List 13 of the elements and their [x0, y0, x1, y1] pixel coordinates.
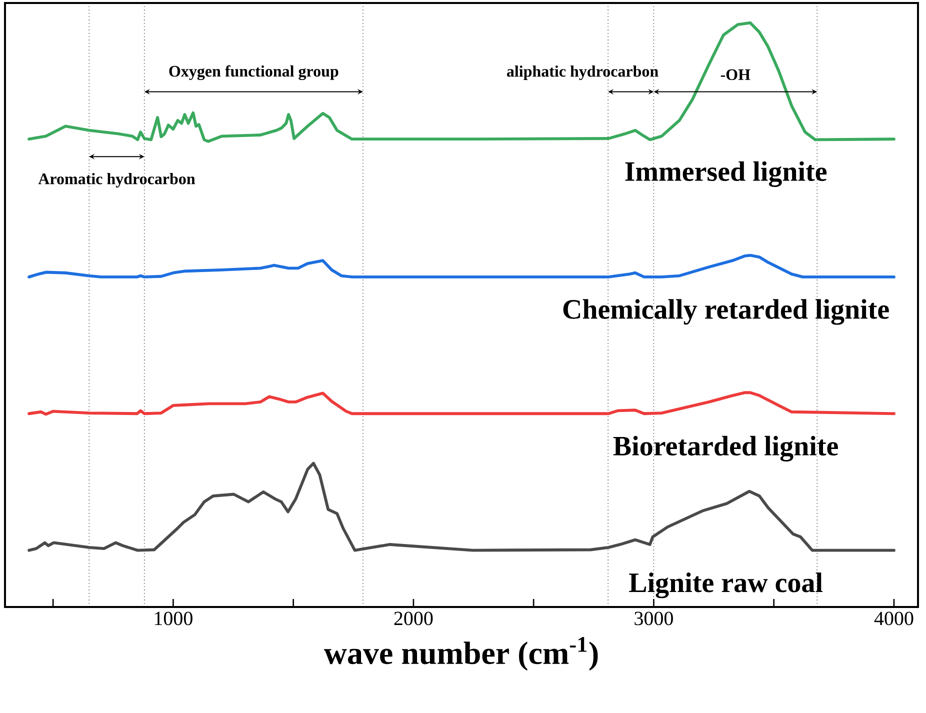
series-label: Lignite raw coal	[629, 572, 823, 598]
annotation: Oxygen functional group	[169, 65, 338, 80]
x-axis-title: wave number (cm$^{-1}$)	[324, 637, 598, 671]
x-tick-label: 1000	[154, 612, 192, 626]
x-tick-label: 2000	[394, 612, 433, 626]
x-tick-label: 3000	[634, 612, 673, 626]
annotation: aliphatic hydrocarbon	[506, 66, 658, 80]
series-label: Immersed lignite	[625, 161, 827, 187]
annotation: -OH	[720, 69, 750, 80]
series-label: Chemically retarded lignite	[563, 299, 889, 325]
x-tick-label: 4000	[874, 612, 914, 626]
series-label: Bioretarded lignite	[613, 436, 838, 462]
annotation: Aromatic hydrocarbon	[38, 173, 196, 188]
